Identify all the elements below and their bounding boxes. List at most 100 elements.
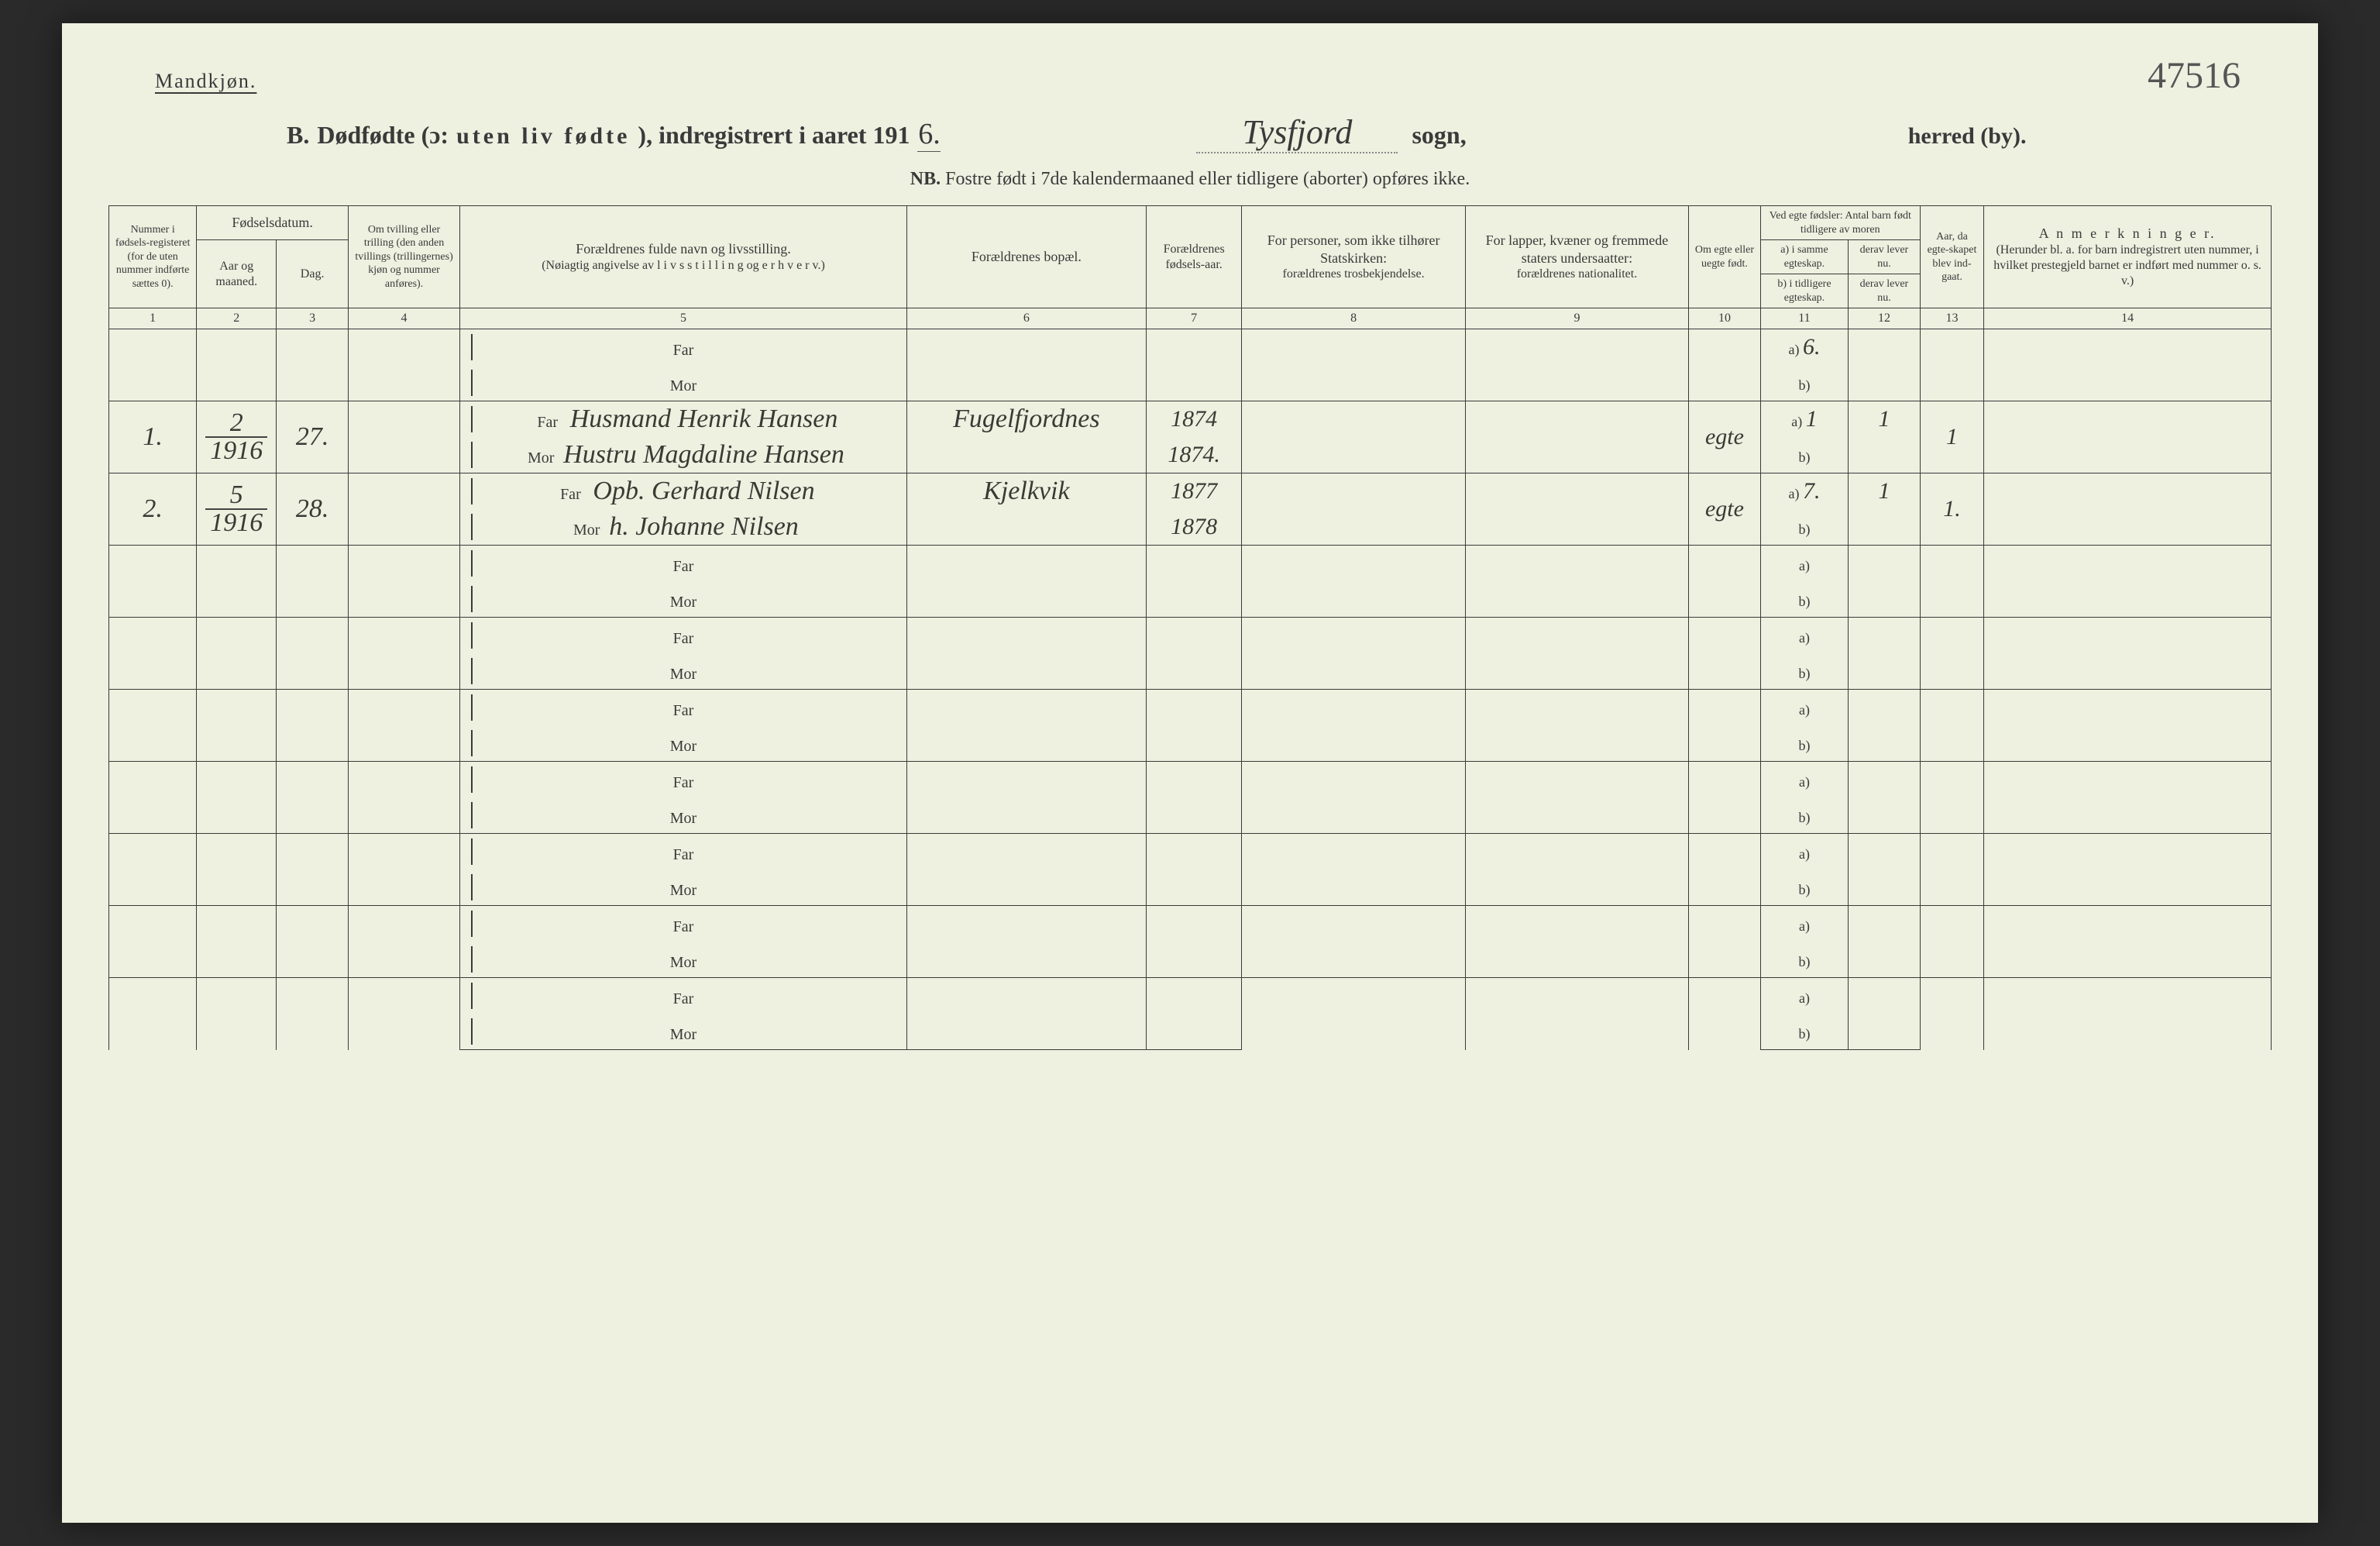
colnum: 2 [197, 308, 277, 329]
cell-children-a: a) 1 [1760, 401, 1848, 438]
hdr-col4: Om tvilling eller trilling (den anden tv… [348, 206, 459, 308]
cell-religion [1242, 690, 1465, 762]
cell-day [277, 690, 349, 762]
cell-alive-a [1849, 762, 1921, 798]
cell-residence-b [906, 725, 1146, 762]
register-table: Nummer i fødsels-registeret (for de uten… [108, 205, 2272, 1050]
cell-mother-name: Mor [460, 797, 907, 834]
colnum: 3 [277, 308, 349, 329]
colnum: 6 [906, 308, 1146, 329]
cell-father-name: Far [460, 834, 907, 870]
cell-residence [906, 978, 1146, 1014]
cell-father-birthyear [1146, 906, 1242, 942]
colnum: 5 [460, 308, 907, 329]
cell-mother-birthyear [1146, 365, 1242, 401]
cell-number [109, 618, 197, 690]
cell-father-name: Far [460, 690, 907, 726]
cell-children-b: b) [1760, 1014, 1848, 1050]
cell-number [109, 906, 197, 978]
cell-nationality [1465, 762, 1688, 834]
cell-residence-b [906, 365, 1146, 401]
cell-year-month [197, 906, 277, 978]
cell-year-month [197, 618, 277, 690]
cell-children-a: a) [1760, 834, 1848, 870]
herred-label: herred (by). [1908, 123, 2027, 150]
cell-residence-b [906, 653, 1146, 690]
cell-twin [348, 762, 459, 834]
cell-year-month [197, 978, 277, 1050]
cell-day: 28. [277, 473, 349, 546]
cell-religion [1242, 618, 1465, 690]
cell-remarks [1984, 401, 2272, 473]
cell-number: 1. [109, 401, 197, 473]
cell-mother-name: Mor h. Johanne Nilsen [460, 509, 907, 546]
title-prefix: B. [287, 121, 309, 150]
colnum: 12 [1849, 308, 1921, 329]
cell-mother-name: Mor [460, 942, 907, 978]
cell-alive-b [1849, 437, 1921, 473]
cell-day [277, 329, 349, 401]
cell-alive-a [1849, 978, 1921, 1014]
cell-legitimate: egte [1689, 473, 1761, 546]
cell-twin [348, 834, 459, 906]
cell-mother-name: Mor [460, 1014, 907, 1050]
cell-mother-birthyear: 1874. [1146, 437, 1242, 473]
cell-nationality [1465, 834, 1688, 906]
hdr-col12b: derav lever nu. [1849, 274, 1921, 308]
hdr-col11b: b) i tidligere egteskap. [1760, 274, 1848, 308]
cell-alive-a [1849, 690, 1921, 726]
cell-twin [348, 906, 459, 978]
cell-father-name: Far Husmand Henrik Hansen [460, 401, 907, 438]
cell-mother-birthyear [1146, 581, 1242, 618]
cell-legitimate [1689, 762, 1761, 834]
cell-marriage-year [1920, 618, 1983, 690]
hdr-col9: For lapper, kvæner og fremmede staters u… [1465, 206, 1688, 308]
title-spaced: uten liv fødte [456, 123, 630, 150]
cell-day: 27. [277, 401, 349, 473]
cell-day [277, 906, 349, 978]
hdr-col13: Aar, da egte-skapet blev ind-gaat. [1920, 206, 1983, 308]
register-page: Mandkjøn. 47516 B. Dødfødte (ɔ: uten liv… [62, 23, 2318, 1523]
cell-children-b: b) [1760, 653, 1848, 690]
cell-remarks [1984, 546, 2272, 618]
cell-mother-name: Mor [460, 653, 907, 690]
cell-residence-b [906, 509, 1146, 546]
cell-children-b: b) [1760, 437, 1848, 473]
cell-residence: Kjelkvik [906, 473, 1146, 510]
cell-marriage-year [1920, 690, 1983, 762]
cell-father-birthyear [1146, 978, 1242, 1014]
colnum: 9 [1465, 308, 1688, 329]
cell-alive-b [1849, 653, 1921, 690]
cell-alive-a [1849, 906, 1921, 942]
cell-number [109, 690, 197, 762]
cell-nationality [1465, 690, 1688, 762]
hdr-col5-b: (Nøiagtig angivelse av l i v s s t i l l… [465, 258, 902, 274]
cell-alive-a [1849, 329, 1921, 366]
cell-legitimate [1689, 690, 1761, 762]
hdr-col11a: a) i samme egteskap. [1760, 240, 1848, 274]
cell-residence: Fugelfjordnes [906, 401, 1146, 438]
cell-nationality [1465, 978, 1688, 1050]
cell-number [109, 834, 197, 906]
hdr-col12a: derav lever nu. [1849, 240, 1921, 274]
cell-twin [348, 546, 459, 618]
cell-children-b: b) [1760, 869, 1848, 906]
cell-nationality [1465, 618, 1688, 690]
cell-legitimate: egte [1689, 401, 1761, 473]
hdr-col8-a: For personer, som ikke tilhører Statskir… [1247, 232, 1460, 267]
cell-alive-b [1849, 942, 1921, 978]
cell-day [277, 618, 349, 690]
title-suffix: ), indregistrert i aaret 191 [638, 121, 910, 150]
cell-mother-name: Mor [460, 725, 907, 762]
cell-alive-b [1849, 797, 1921, 834]
cell-remarks [1984, 618, 2272, 690]
cell-twin [348, 690, 459, 762]
cell-father-name: Far [460, 762, 907, 798]
cell-children-a: a) 7. [1760, 473, 1848, 510]
cell-day [277, 546, 349, 618]
cell-marriage-year [1920, 834, 1983, 906]
cell-religion [1242, 329, 1465, 401]
cell-children-b: b) [1760, 509, 1848, 546]
cell-remarks [1984, 690, 2272, 762]
hdr-col9-b: forældrenes nationalitet. [1470, 267, 1684, 282]
